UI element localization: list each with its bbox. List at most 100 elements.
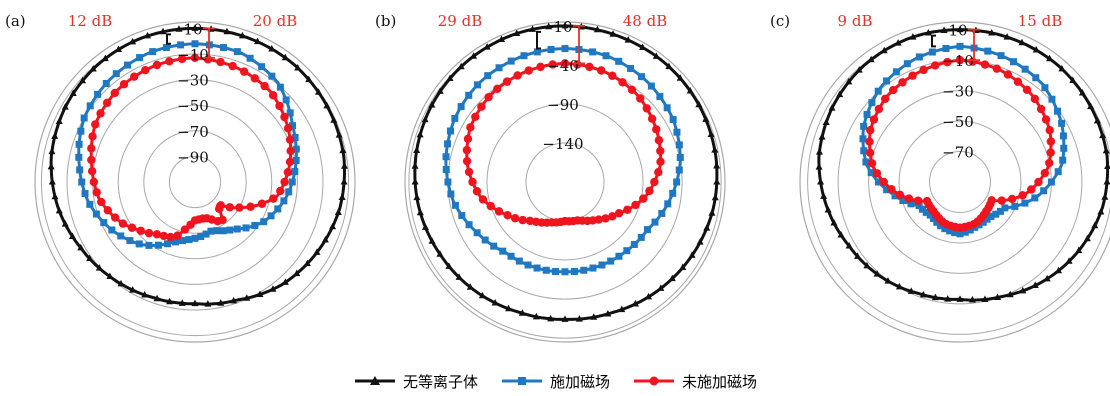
series-magnetic-field — [75, 40, 300, 249]
data-point — [713, 162, 721, 169]
data-point — [1046, 54, 1054, 62]
data-point — [486, 201, 495, 211]
tick-label: 10 — [553, 18, 572, 36]
data-point — [824, 206, 832, 213]
data-point — [891, 192, 899, 200]
polar-panel-1: 10 −10 −30 −50 −70 −90 (a) 12 dB 20 dB — [5, 12, 356, 343]
data-point — [226, 226, 234, 234]
data-point — [815, 163, 823, 170]
data-point — [869, 115, 879, 124]
data-point — [491, 298, 499, 306]
data-point — [214, 204, 224, 214]
data-point — [207, 227, 215, 235]
data-point — [127, 223, 137, 232]
data-point — [191, 24, 199, 31]
data-point — [631, 300, 639, 307]
data-point — [191, 299, 199, 307]
series-no-plasma — [815, 25, 1110, 303]
data-point — [185, 236, 193, 244]
data-point — [507, 57, 515, 65]
data-point — [269, 194, 278, 203]
series-no-magnetic-field — [462, 59, 665, 227]
data-point — [102, 79, 110, 87]
data-point — [87, 166, 97, 176]
data-point — [465, 91, 473, 99]
data-point — [515, 257, 523, 265]
data-point — [117, 232, 125, 240]
data-point — [836, 90, 844, 98]
data-point — [1021, 65, 1029, 73]
data-point — [968, 296, 976, 303]
data-point — [313, 248, 321, 255]
data-point — [88, 132, 97, 141]
data-point — [95, 264, 103, 271]
data-point — [899, 197, 907, 205]
data-point — [1040, 168, 1050, 178]
data-point — [484, 92, 493, 102]
data-point — [627, 64, 635, 72]
data-point — [276, 83, 284, 91]
data-point — [1059, 132, 1067, 140]
data-point — [520, 52, 528, 60]
data-point — [1065, 257, 1073, 264]
data-point — [1087, 102, 1095, 110]
data-point — [608, 71, 617, 80]
data-point — [1041, 84, 1049, 92]
data-point — [61, 220, 69, 227]
data-point — [1031, 281, 1039, 289]
data-point — [676, 153, 684, 161]
data-point — [711, 193, 719, 201]
data-point — [863, 110, 871, 118]
data-point — [191, 234, 199, 242]
data-point — [334, 208, 342, 215]
data-point — [165, 57, 174, 66]
legend-label-magnetic-field: 施加磁场 — [549, 372, 610, 391]
data-point — [997, 52, 1005, 60]
data-point — [639, 43, 647, 50]
data-point — [451, 114, 459, 122]
data-point — [624, 36, 632, 43]
data-point — [903, 60, 911, 68]
annotation-left-db: 12 dB — [68, 12, 112, 30]
data-point — [575, 315, 583, 322]
data-point — [282, 96, 290, 104]
data-point — [219, 227, 227, 235]
annotation-right-db: 48 dB — [623, 12, 667, 30]
data-point — [669, 116, 677, 124]
data-point — [1104, 162, 1110, 169]
data-point — [818, 133, 826, 140]
data-point — [593, 25, 601, 33]
data-point — [1099, 131, 1107, 139]
data-point — [956, 230, 964, 238]
data-point — [647, 114, 657, 123]
difference-bracket-black — [931, 34, 936, 48]
data-point — [136, 226, 146, 235]
data-point — [280, 112, 289, 122]
data-point — [80, 114, 88, 122]
data-point — [919, 205, 927, 213]
data-point — [76, 166, 84, 174]
legend: 无等离子体 施加磁场 未施加磁场 — [0, 368, 1110, 394]
series-no-plasma — [411, 21, 721, 322]
annotation-left-db: 29 dB — [438, 12, 482, 30]
data-point — [119, 80, 129, 89]
data-point — [547, 314, 555, 322]
tick-label: −90 — [177, 148, 209, 166]
data-point — [78, 178, 86, 186]
data-point — [866, 125, 875, 135]
data-point — [1091, 221, 1099, 229]
data-point — [1048, 95, 1056, 103]
data-point — [1022, 85, 1032, 94]
data-point — [615, 57, 623, 65]
data-point — [996, 207, 1004, 215]
data-point — [1054, 168, 1062, 176]
data-point — [992, 64, 1002, 73]
data-point — [1010, 58, 1018, 66]
data-point — [468, 177, 477, 187]
data-point — [1021, 199, 1029, 207]
data-point — [946, 227, 954, 235]
data-point — [873, 270, 881, 277]
polar-outer-ring — [34, 21, 356, 343]
data-point — [69, 89, 77, 97]
data-point — [980, 60, 990, 69]
